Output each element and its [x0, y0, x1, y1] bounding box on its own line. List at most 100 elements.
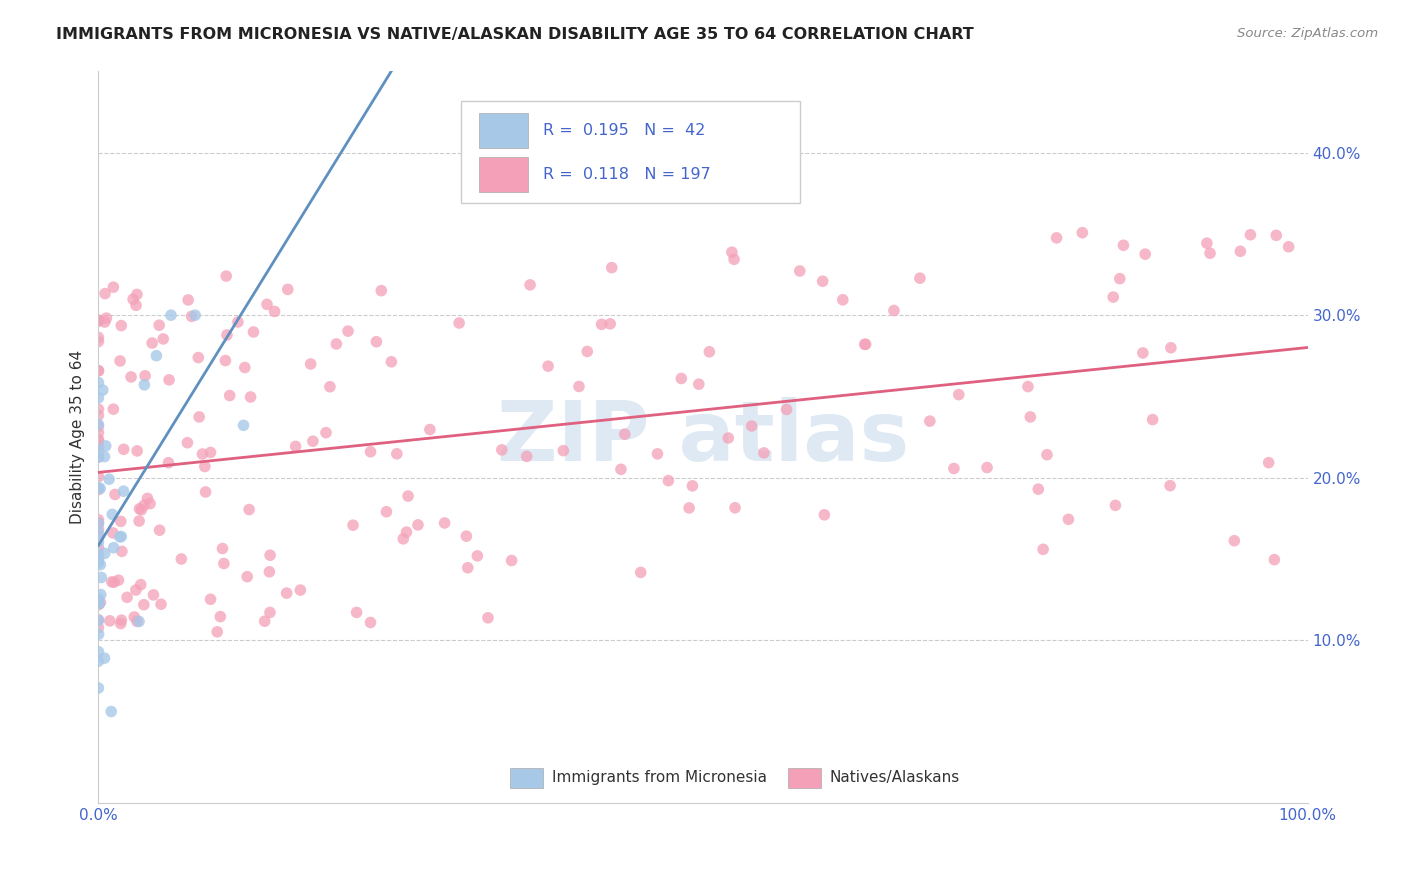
Point	[132, 598, 155, 612]
Point	[449, 316, 471, 330]
Point	[104, 487, 127, 501]
Point	[152, 332, 174, 346]
Point	[775, 402, 797, 417]
Point	[89, 595, 111, 609]
Point	[259, 565, 281, 579]
Point	[112, 484, 135, 499]
Point	[122, 292, 145, 306]
Point	[681, 479, 703, 493]
Text: IMMIGRANTS FROM MICRONESIA VS NATIVE/ALASKAN DISABILITY AGE 35 TO 64 CORRELATION: IMMIGRANTS FROM MICRONESIA VS NATIVE/ALA…	[56, 27, 974, 42]
Point	[87, 439, 110, 453]
Point	[284, 439, 307, 453]
Point	[568, 379, 591, 393]
Point	[976, 460, 998, 475]
Point	[1019, 409, 1042, 424]
Point	[392, 532, 415, 546]
Point	[87, 402, 110, 417]
Point	[1278, 240, 1301, 254]
Point	[259, 606, 281, 620]
Point	[1108, 271, 1130, 285]
Point	[883, 303, 905, 318]
Point	[87, 654, 110, 668]
Point	[1263, 552, 1285, 566]
Point	[87, 433, 110, 447]
Point	[263, 304, 285, 318]
Point	[145, 349, 167, 363]
Point	[277, 282, 299, 296]
Point	[516, 450, 538, 464]
Point	[128, 514, 150, 528]
FancyBboxPatch shape	[461, 101, 800, 203]
Point	[657, 474, 679, 488]
Point	[110, 530, 132, 544]
Point	[811, 274, 834, 288]
Point	[87, 483, 110, 497]
Point	[1026, 482, 1049, 496]
Point	[1229, 244, 1251, 259]
FancyBboxPatch shape	[509, 768, 543, 789]
Point	[87, 313, 110, 327]
Point	[600, 260, 623, 275]
Point	[87, 417, 110, 432]
Point	[610, 462, 633, 476]
Point	[87, 450, 110, 464]
Point	[87, 425, 110, 440]
Point	[501, 553, 523, 567]
Point	[456, 529, 478, 543]
Point	[302, 434, 325, 449]
Point	[108, 530, 131, 544]
Point	[87, 513, 110, 527]
Point	[239, 390, 262, 404]
Point	[1265, 228, 1288, 243]
Point	[908, 271, 931, 285]
Point	[125, 298, 148, 312]
Point	[108, 354, 131, 368]
Point	[406, 517, 429, 532]
Point	[128, 615, 150, 629]
Point	[396, 489, 419, 503]
Point	[100, 705, 122, 719]
Point	[87, 522, 110, 536]
Point	[1239, 227, 1261, 242]
Point	[433, 516, 456, 530]
Point	[215, 269, 238, 284]
Text: Natives/Alaskans: Natives/Alaskans	[830, 771, 960, 786]
Point	[87, 391, 110, 405]
Point	[699, 344, 721, 359]
Point	[789, 264, 811, 278]
Point	[103, 575, 125, 590]
Point	[1017, 379, 1039, 393]
Point	[87, 450, 110, 465]
Point	[148, 318, 170, 333]
Point	[1132, 346, 1154, 360]
Point	[319, 380, 342, 394]
Point	[87, 598, 110, 612]
Point	[211, 541, 233, 556]
Point	[1199, 246, 1222, 260]
Point	[276, 586, 298, 600]
Point	[723, 252, 745, 267]
Point	[94, 315, 117, 329]
Point	[457, 560, 479, 574]
Point	[395, 525, 418, 540]
Point	[188, 409, 211, 424]
Point	[180, 310, 202, 324]
Text: R =  0.195   N =  42: R = 0.195 N = 42	[543, 123, 706, 138]
Point	[1159, 478, 1181, 492]
Point	[87, 613, 110, 627]
Point	[90, 570, 112, 584]
Point	[89, 597, 111, 611]
Point	[253, 614, 276, 628]
Point	[942, 461, 965, 475]
Point	[110, 318, 132, 333]
Point	[236, 570, 259, 584]
Point	[721, 245, 744, 260]
Point	[209, 609, 232, 624]
Point	[127, 443, 149, 458]
Point	[91, 383, 114, 397]
Point	[131, 503, 153, 517]
Point	[141, 336, 163, 351]
Point	[87, 516, 110, 531]
Point	[576, 344, 599, 359]
Point	[93, 450, 115, 464]
